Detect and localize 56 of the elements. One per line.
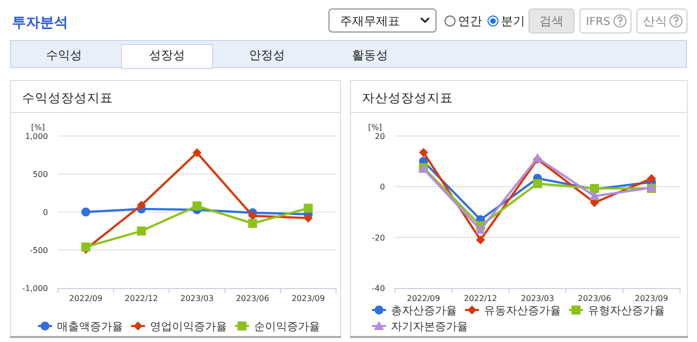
- text: 연간: [458, 14, 482, 28]
- x-tick-label: 2022/12: [124, 294, 158, 303]
- text: 산식: [643, 14, 667, 28]
- x-tick-label: 2022/09: [69, 294, 102, 303]
- y-axis-title: [%]: [368, 123, 382, 132]
- point: [136, 200, 146, 210]
- point: [533, 179, 542, 188]
- text: 투자분석: [12, 15, 68, 31]
- legend-label: 유동자산증가율: [484, 304, 561, 317]
- legend-label: 순이익증가율: [254, 320, 320, 333]
- text: IFRS: [586, 15, 610, 28]
- y-tick-label: 0: [380, 182, 385, 192]
- y-tick-label: 1,000: [25, 132, 48, 141]
- point: [304, 214, 313, 223]
- x-tick-label: 2022/09: [406, 294, 440, 303]
- point: [476, 224, 486, 234]
- x-tick-label: 2023/03: [180, 294, 214, 303]
- text: 분기: [501, 14, 525, 28]
- legend-label: 자기자본증가율: [391, 320, 468, 333]
- legend-label: 영업이익증가율: [150, 320, 227, 333]
- point: [476, 235, 485, 244]
- point: [136, 226, 146, 236]
- legend-label: 매출액증가율: [57, 320, 123, 333]
- point: [81, 208, 90, 216]
- text: 활동성: [352, 48, 388, 62]
- text: 주재무제표: [340, 14, 400, 28]
- point: [192, 201, 202, 210]
- y-tick-label: -20: [372, 233, 385, 242]
- x-tick-label: 2023/06: [236, 294, 270, 303]
- legend-label: 총자산증가율: [391, 304, 457, 317]
- legend-label: 유형자산증가율: [588, 304, 665, 317]
- text: 수익성: [46, 48, 82, 62]
- point: [81, 242, 90, 252]
- text: 성장성: [149, 48, 185, 62]
- point: [647, 174, 656, 184]
- point: [590, 191, 600, 200]
- x-tick-label: 2023/09: [292, 294, 325, 303]
- y-axis-title: [%]: [31, 123, 45, 132]
- y-tick-label: 500: [32, 170, 48, 179]
- y-tick-label: -500: [30, 246, 48, 255]
- x-tick-label: 2023/09: [634, 294, 668, 303]
- point: [419, 148, 428, 157]
- y-tick-label: 0: [42, 208, 48, 217]
- point: [248, 218, 258, 228]
- chart-title: 자산성장성지표: [362, 90, 453, 105]
- y-tick-label: -40: [372, 284, 385, 293]
- chart-title: 수익성장성지표: [22, 90, 113, 105]
- text: 안정성: [249, 48, 285, 62]
- point: [304, 204, 313, 213]
- x-tick-label: 2022/12: [464, 294, 498, 303]
- x-tick-label: 2023/03: [520, 294, 554, 303]
- x-tick-label: 2023/06: [578, 294, 612, 303]
- y-tick-label: -1,000: [22, 284, 48, 293]
- point: [192, 148, 202, 158]
- y-tick-label: 20: [374, 132, 385, 141]
- text: 검색: [540, 14, 564, 28]
